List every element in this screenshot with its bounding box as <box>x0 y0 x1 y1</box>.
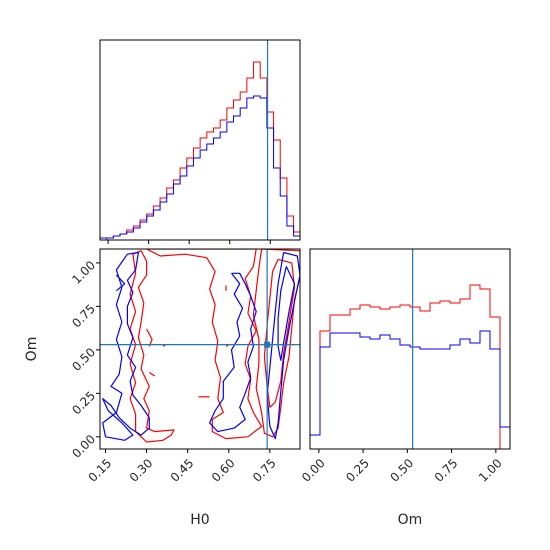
om-x-ticks: 0.00 0.25 0.50 0.75 1.00 <box>299 449 505 485</box>
contour-line-series-1 <box>115 274 126 292</box>
contour-line-series-0 <box>146 249 263 440</box>
contour-line-series-0 <box>146 328 153 347</box>
panel-H0-marginal <box>99 39 301 244</box>
om-y-tick-label: 0.75 <box>69 302 98 331</box>
om-x-tick-label: 0.75 <box>432 456 461 485</box>
contour-line-series-0 <box>263 258 296 408</box>
contour-line-series-0 <box>148 371 156 377</box>
x-axis-label-Om: Om <box>398 512 423 528</box>
contour-line-series-1 <box>102 251 150 441</box>
om-y-tick-label: 0.50 <box>69 345 98 374</box>
joint-contours <box>102 249 300 443</box>
contour-line-series-1 <box>209 272 257 433</box>
h0-x-tick-label: 0.75 <box>250 456 279 485</box>
h0-hist-ticks <box>107 240 271 244</box>
joint-frame <box>99 248 301 450</box>
joint-x-ticks: 0.15 0.30 0.45 0.60 0.75 <box>86 449 279 485</box>
h0-histograms <box>99 61 301 241</box>
histogram-series-1 <box>99 95 301 240</box>
h0-x-tick-label: 0.60 <box>209 456 238 485</box>
om-y-tick-label: 0.00 <box>69 432 98 461</box>
om-x-tick-label: 1.00 <box>476 456 505 485</box>
histogram-series-0 <box>309 284 510 450</box>
h0-x-tick-label: 0.30 <box>127 456 156 485</box>
h0-hist-frame <box>99 39 301 241</box>
joint-truth-marker <box>264 341 271 348</box>
om-x-tick-label: 0.50 <box>387 456 416 485</box>
panel-Om-marginal: 0.00 0.25 0.50 0.75 1.00 Om <box>299 248 511 528</box>
om-x-tick-label: 0.25 <box>343 456 372 485</box>
contour-line-series-0 <box>129 250 175 443</box>
h0-x-tick-label: 0.15 <box>86 456 115 485</box>
joint-y-ticks: 0.00 0.25 0.50 0.75 1.00 <box>69 258 100 461</box>
om-x-tick-label: 0.00 <box>299 456 328 485</box>
om-histograms <box>309 284 511 450</box>
om-y-tick-label: 0.25 <box>69 389 98 418</box>
y-axis-label-Om: Om <box>24 337 40 362</box>
x-axis-label-H0: H0 <box>190 512 209 528</box>
om-hist-frame <box>309 248 511 450</box>
contour-line-series-1 <box>266 251 300 440</box>
h0-x-tick-label: 0.45 <box>168 456 197 485</box>
histogram-series-1 <box>309 330 511 449</box>
panel-H0-Om-joint: 0.15 0.30 0.45 0.60 0.75 0.00 0.25 0.50 0.75 1.0… <box>24 248 301 528</box>
om-y-tick-label: 1.00 <box>69 258 98 287</box>
contour-line-series-1 <box>277 266 296 361</box>
